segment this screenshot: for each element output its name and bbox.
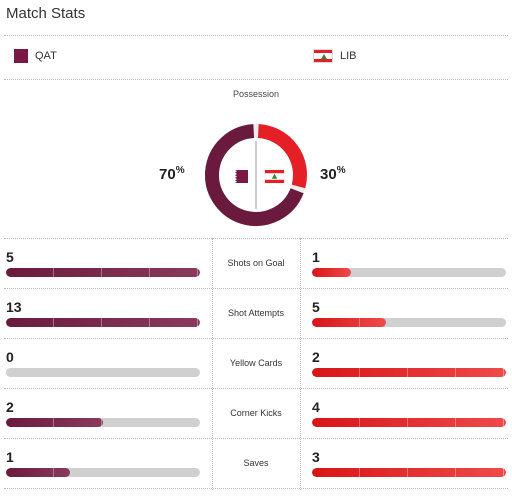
home-stat-bar (6, 268, 200, 277)
possession-label: Possession (232, 89, 280, 99)
away-stat-bar-fill (312, 368, 506, 377)
home-stat-bar-fill (6, 318, 200, 327)
divider (4, 79, 508, 80)
stat-row: 1 Saves 3 (0, 438, 512, 488)
home-stat-bar-fill (6, 418, 103, 427)
away-stat-bar-fill (312, 268, 351, 277)
away-stat-bar-fill (312, 318, 386, 327)
home-stat-value: 13 (6, 299, 22, 315)
home-possession-percent: 70% (159, 165, 185, 183)
column-divider (300, 238, 301, 490)
page-title: Match Stats (6, 5, 86, 22)
home-stat-value: 5 (6, 249, 14, 265)
away-possession-percent: 30% (320, 165, 346, 183)
stat-row: 13 Shot Attempts 5 (0, 288, 512, 338)
divider (4, 488, 508, 489)
stat-row: 0 Yellow Cards 2 (0, 338, 512, 388)
away-stat-bar (312, 318, 506, 327)
home-stat-value: 1 (6, 449, 14, 465)
away-team: LIB (313, 49, 357, 63)
home-stat-bar (6, 368, 200, 377)
home-stat-bar-fill (6, 468, 71, 477)
possession-donut (205, 124, 307, 226)
stat-label: Shot Attempts (227, 308, 285, 318)
away-stat-bar (312, 268, 506, 277)
home-stat-value: 0 (6, 349, 14, 365)
stat-label: Saves (243, 458, 269, 468)
away-stat-value: 5 (312, 299, 320, 315)
divider (4, 288, 508, 289)
divider (4, 438, 508, 439)
divider (4, 338, 508, 339)
away-stat-bar-fill (312, 418, 506, 427)
stat-label: Corner Kicks (230, 408, 282, 418)
divider (4, 238, 508, 239)
home-team: QAT (9, 49, 57, 63)
divider (4, 35, 508, 36)
away-team-name: LIB (340, 50, 357, 62)
stat-row: 5 Shots on Goal 1 (0, 238, 512, 288)
stat-label: Yellow Cards (229, 358, 283, 368)
away-stat-value: 1 (312, 249, 320, 265)
home-stat-bar-fill (6, 268, 200, 277)
home-stat-bar (6, 468, 200, 477)
divider (4, 388, 508, 389)
away-possession-arc (257, 124, 307, 189)
away-stat-value: 3 (312, 449, 320, 465)
stat-label: Shots on Goal (227, 258, 285, 268)
away-stat-value: 4 (312, 399, 320, 415)
away-stat-bar (312, 418, 506, 427)
home-team-name: QAT (35, 50, 57, 62)
away-stat-bar (312, 468, 506, 477)
away-stat-bar (312, 368, 506, 377)
lebanon-flag-icon (313, 49, 333, 63)
qatar-flag-icon (230, 170, 248, 183)
column-divider (212, 238, 213, 490)
qatar-flag-icon (9, 49, 28, 63)
home-possession-arc (205, 124, 304, 226)
lebanon-flag-icon (264, 169, 285, 184)
home-stat-value: 2 (6, 399, 14, 415)
away-stat-bar-fill (312, 468, 506, 477)
home-stat-bar (6, 418, 200, 427)
stat-row: 2 Corner Kicks 4 (0, 388, 512, 438)
away-stat-value: 2 (312, 349, 320, 365)
home-stat-bar (6, 318, 200, 327)
